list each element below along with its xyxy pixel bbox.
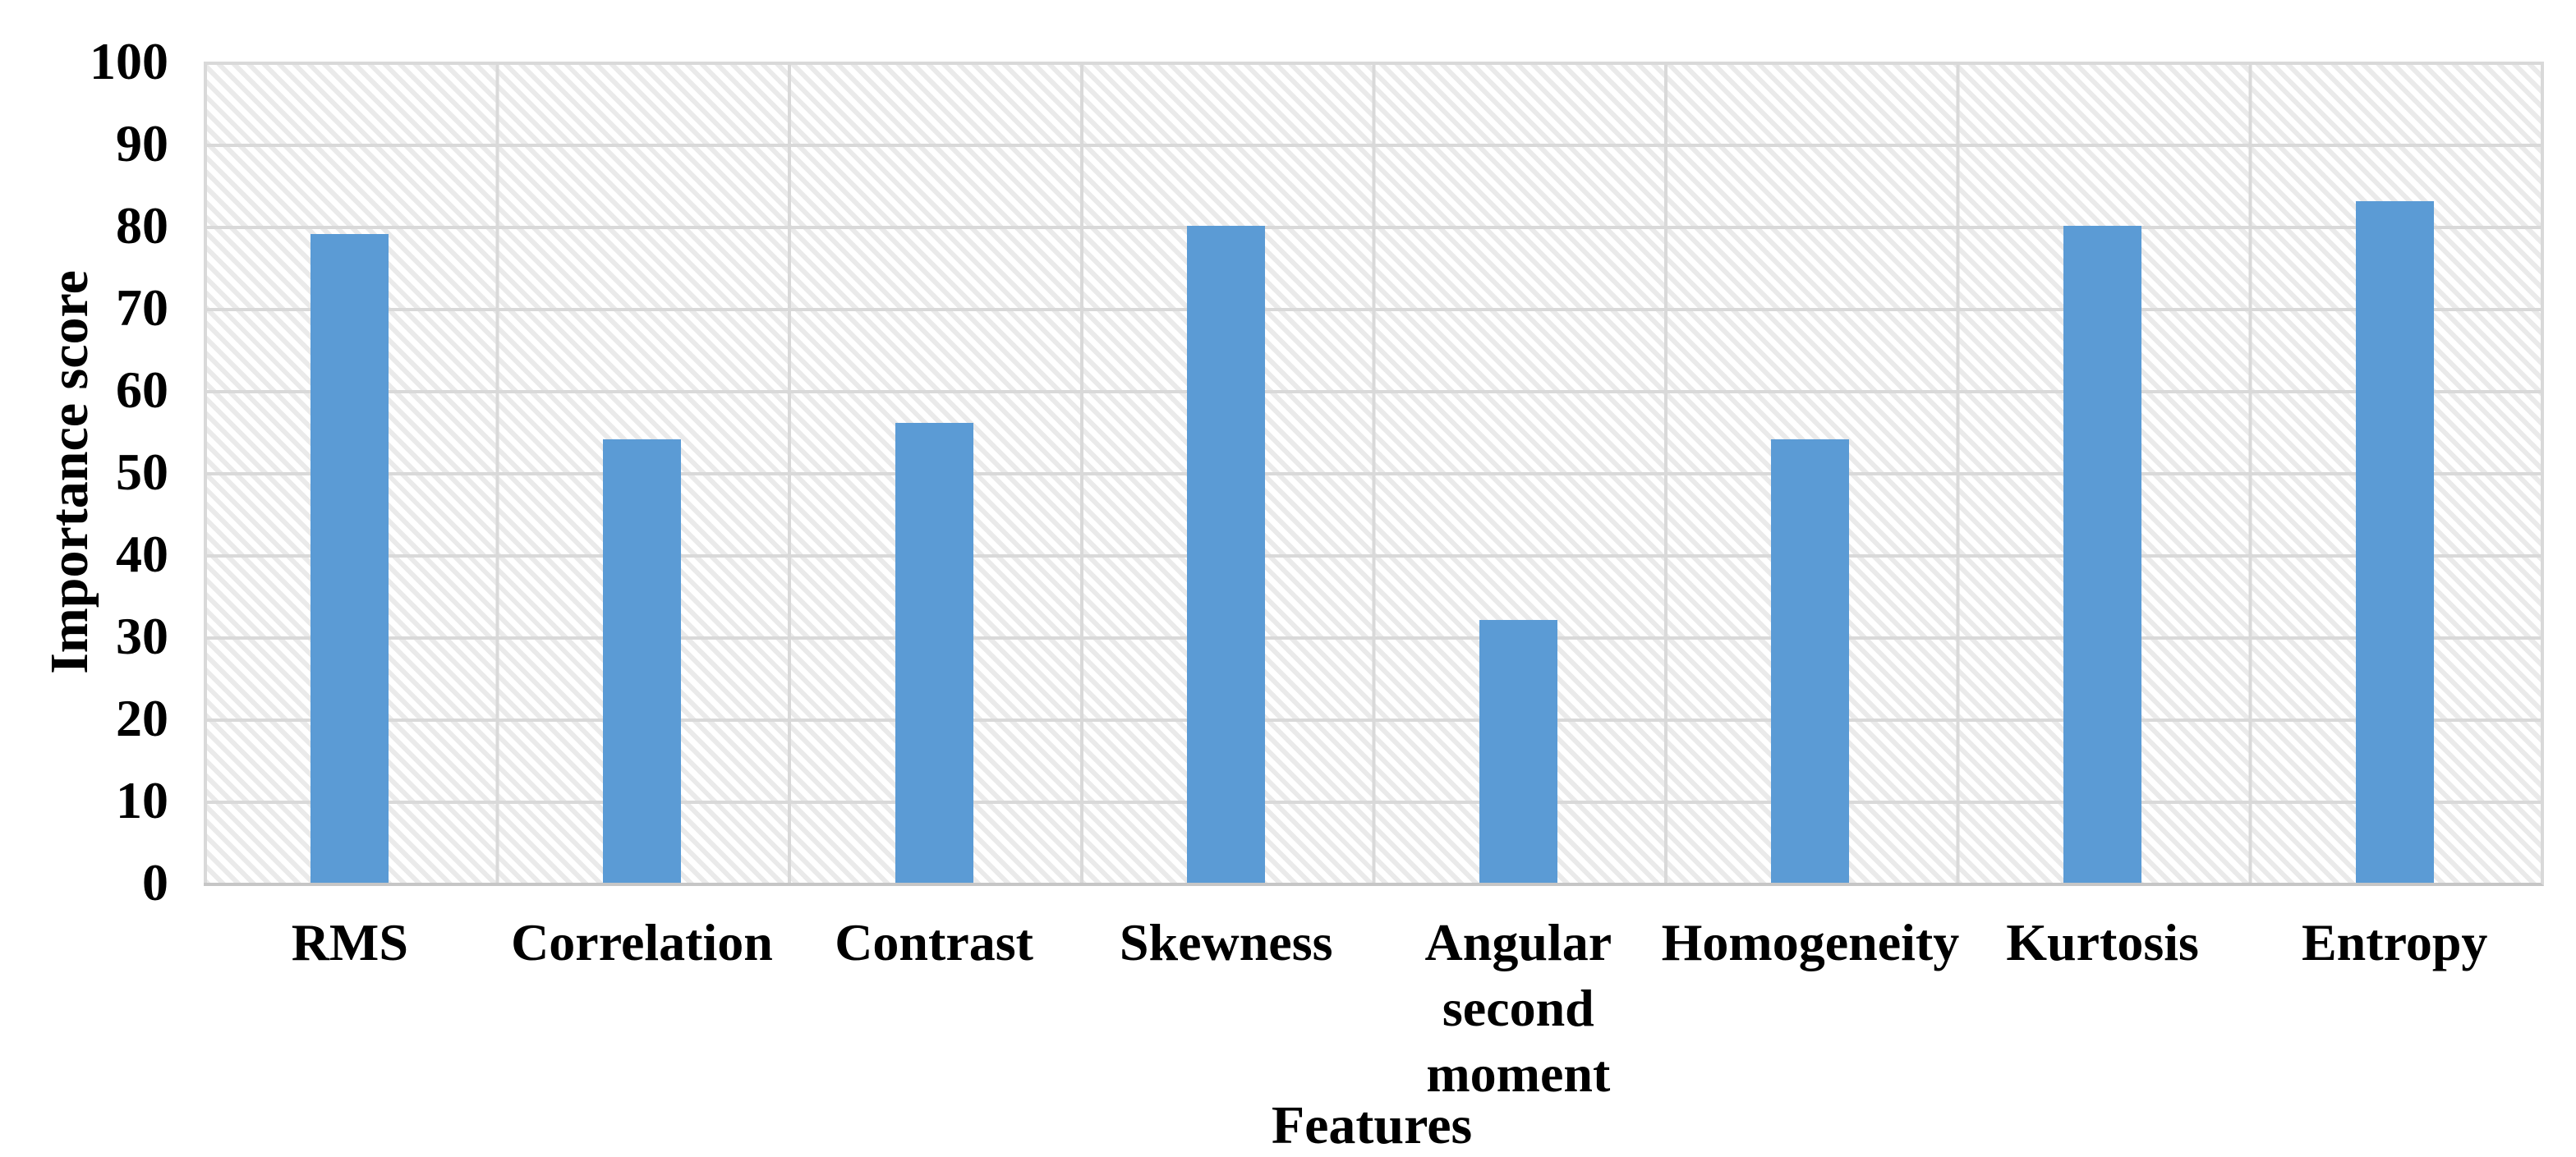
bar-rms: [310, 234, 389, 883]
y-tick-60: 60: [116, 360, 168, 419]
y-tick-40: 40: [116, 525, 168, 583]
y-tick-0: 0: [142, 853, 168, 911]
x-label-skewness: Skewness: [1119, 913, 1333, 971]
x-label-correlation: Correlation: [511, 913, 773, 971]
bar-entropy: [2355, 201, 2434, 883]
bar-contrast: [895, 423, 973, 883]
bar-homogeneity: [1771, 439, 1850, 883]
x-axis-category-labels: RMS Correlation Contrast Skewness Angular se…: [204, 910, 2541, 1107]
y-tick-50: 50: [116, 443, 168, 501]
bar-correlation: [602, 439, 681, 883]
y-tick-10: 10: [116, 771, 168, 829]
bar-skewness: [1187, 226, 1266, 883]
y-tick-20: 20: [116, 689, 168, 747]
bar-angular-second-moment: [1479, 620, 1557, 883]
x-label-rms: RMS: [291, 913, 408, 971]
x-label-homogeneity: Homogeneity: [1661, 913, 1960, 971]
y-tick-100: 100: [90, 32, 168, 90]
bar-kurtosis: [2063, 226, 2142, 883]
y-tick-90: 90: [116, 114, 168, 172]
x-label-contrast: Contrast: [835, 913, 1033, 971]
x-label-kurtosis: Kurtosis: [2006, 913, 2199, 971]
x-label-angular-second-moment: Angular second moment: [1424, 913, 1612, 1103]
y-tick-80: 80: [116, 196, 168, 255]
x-axis-title: Features: [1271, 1095, 1473, 1155]
y-axis-tick-labels: 0 10 20 30 40 50 60 70 80 90 100: [0, 0, 168, 1157]
y-tick-70: 70: [116, 278, 168, 337]
x-label-entropy: Entropy: [2301, 913, 2488, 971]
y-tick-30: 30: [116, 607, 168, 665]
plot-area: [204, 62, 2544, 886]
